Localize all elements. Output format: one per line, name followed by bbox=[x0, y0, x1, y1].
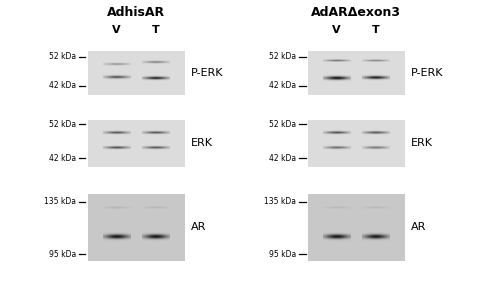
Bar bbox=[308, 194, 405, 261]
Text: 95 kDa: 95 kDa bbox=[269, 250, 296, 258]
Text: 135 kDa: 135 kDa bbox=[44, 197, 76, 206]
Text: 52 kDa: 52 kDa bbox=[50, 120, 76, 129]
Bar bbox=[88, 120, 185, 167]
Text: T: T bbox=[372, 25, 380, 35]
Text: ERK: ERK bbox=[191, 138, 213, 148]
Bar bbox=[308, 120, 405, 167]
Bar bbox=[88, 194, 185, 261]
Text: V: V bbox=[112, 25, 121, 35]
Text: AR: AR bbox=[191, 222, 206, 232]
Text: ERK: ERK bbox=[411, 138, 433, 148]
Text: 52 kDa: 52 kDa bbox=[270, 52, 296, 61]
Bar bbox=[88, 51, 185, 95]
Text: 42 kDa: 42 kDa bbox=[50, 81, 76, 90]
Text: 42 kDa: 42 kDa bbox=[270, 81, 296, 90]
Text: T: T bbox=[152, 25, 160, 35]
Text: 42 kDa: 42 kDa bbox=[270, 154, 296, 163]
Text: P-ERK: P-ERK bbox=[411, 68, 444, 78]
Text: 52 kDa: 52 kDa bbox=[50, 52, 76, 61]
Text: AdARΔexon3: AdARΔexon3 bbox=[311, 6, 401, 19]
Text: AdhisAR: AdhisAR bbox=[107, 6, 165, 19]
Text: 42 kDa: 42 kDa bbox=[50, 154, 76, 163]
Text: V: V bbox=[332, 25, 341, 35]
Text: 95 kDa: 95 kDa bbox=[49, 250, 76, 258]
Bar bbox=[308, 51, 405, 95]
Text: P-ERK: P-ERK bbox=[191, 68, 224, 78]
Text: 52 kDa: 52 kDa bbox=[270, 120, 296, 129]
Text: AR: AR bbox=[411, 222, 426, 232]
Text: 135 kDa: 135 kDa bbox=[264, 197, 296, 206]
